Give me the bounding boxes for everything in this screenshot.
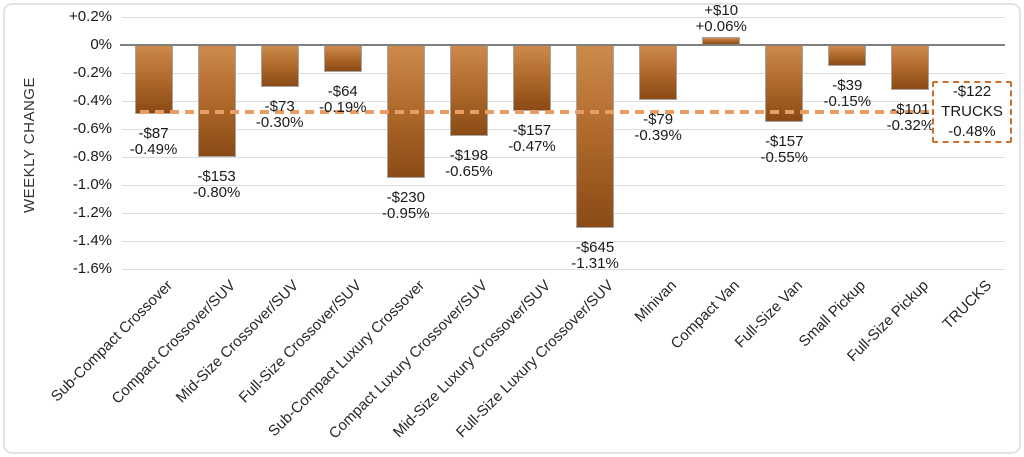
x-axis-zero-line xyxy=(120,44,1005,46)
gridline xyxy=(122,101,1005,102)
bar-value-label: -$79 -0.39% xyxy=(610,110,706,144)
bar-percent-label: -0.80% xyxy=(192,184,241,201)
bar-value-label: -$64 -0.19% xyxy=(295,82,391,116)
y-tick-label: -0.2% xyxy=(72,64,112,81)
bar-percent-label: -0.19% xyxy=(318,98,367,116)
bar-value-label: -$87 -0.49% xyxy=(106,124,202,158)
bar-full-size-luxury-crossover-suv xyxy=(576,45,615,229)
bar-full-size-crossover-suv xyxy=(323,45,362,72)
bar-value-label: -$230 -0.95% xyxy=(358,190,454,222)
y-tick-label: -0.8% xyxy=(72,148,112,165)
bar-percent-label: -0.65% xyxy=(445,163,493,180)
y-tick-label: -0.6% xyxy=(72,120,112,137)
y-tick-label: 0% xyxy=(90,36,112,53)
y-axis-title: WEEKLY CHANGE xyxy=(21,77,38,213)
trucks-dollar-value: -$122 xyxy=(952,83,992,100)
bar-dollar-label: -$230 xyxy=(386,189,425,206)
trucks-label: TRUCKS xyxy=(941,103,1003,120)
bar-value-label: +$10 +0.06% xyxy=(673,1,769,35)
bar-compact-crossover-suv xyxy=(197,45,236,157)
trucks-annotation-box: -$122 TRUCKS -0.48% xyxy=(932,81,1012,143)
gridline xyxy=(122,129,1005,130)
y-tick-label: +0.2% xyxy=(69,8,112,25)
bar-percent-label: -0.30% xyxy=(255,114,304,131)
bar-percent-label: +0.06% xyxy=(695,17,747,35)
bar-dollar-label: -$73 xyxy=(264,98,295,115)
bar-dollar-label: -$79 xyxy=(643,110,674,128)
bar-dollar-label: -$153 xyxy=(197,168,236,185)
bar-dollar-label: -$157 xyxy=(512,121,552,139)
bar-dollar-label: -$198 xyxy=(449,147,489,164)
bar-full-size-van xyxy=(765,45,804,122)
bar-dollar-label: -$101 xyxy=(891,100,930,118)
bar-full-size-pickup xyxy=(891,45,930,90)
bar-value-label: -$157 -0.47% xyxy=(484,121,580,155)
bar-value-label: -$101 -0.32% xyxy=(862,100,958,134)
bar-mid-size-luxury-crossover-suv xyxy=(512,45,551,111)
y-tick-label: -0.4% xyxy=(72,92,112,109)
bar-value-label: -$157 -0.55% xyxy=(736,134,832,166)
bar-minivan xyxy=(639,45,678,100)
gridline xyxy=(122,17,1005,18)
bar-dollar-label: -$39 xyxy=(832,77,863,94)
bar-value-label: -$198 -0.65% xyxy=(421,148,517,180)
bar-percent-label: -0.95% xyxy=(382,205,430,222)
bar-value-label: -$73 -0.30% xyxy=(232,99,328,131)
trucks-reference-line xyxy=(140,110,932,115)
bar-value-label: -$39 -0.15% xyxy=(799,78,895,110)
gridline xyxy=(122,73,1005,74)
bar-dollar-label: -$157 xyxy=(765,133,804,150)
y-tick-label: -1.6% xyxy=(72,260,112,277)
trucks-percent-value: -0.48% xyxy=(948,123,996,140)
bar-percent-label: -1.31% xyxy=(571,255,619,273)
y-tick-label: -1.0% xyxy=(72,176,112,193)
bar-dollar-label: -$64 xyxy=(327,82,358,100)
y-tick-label: -1.2% xyxy=(72,204,112,221)
y-tick-label: -1.4% xyxy=(72,232,112,249)
bar-percent-label: -0.39% xyxy=(634,126,682,144)
gridline xyxy=(122,213,1005,214)
bar-sub-compact-crossover xyxy=(134,45,173,114)
bar-dollar-label: -$87 xyxy=(138,124,169,142)
bar-value-label: -$153 -0.80% xyxy=(169,169,265,201)
bar-value-label: -$645 -1.31% xyxy=(547,240,643,272)
bar-mid-size-crossover-suv xyxy=(260,45,299,87)
bar-percent-label: -0.32% xyxy=(886,116,935,134)
bar-percent-label: -0.47% xyxy=(508,137,556,155)
gridline xyxy=(122,157,1005,158)
gridline xyxy=(122,269,1005,270)
bar-percent-label: -0.55% xyxy=(760,149,809,166)
bar-small-pickup xyxy=(828,45,867,66)
gridline xyxy=(122,241,1005,242)
bar-percent-label: -0.15% xyxy=(823,93,872,110)
bar-dollar-label: +$10 xyxy=(704,1,739,19)
bar-compact-luxury-crossover-suv xyxy=(449,45,488,136)
bar-dollar-label: -$645 xyxy=(575,239,615,257)
bar-percent-label: -0.49% xyxy=(129,140,178,158)
gridline xyxy=(122,185,1005,186)
